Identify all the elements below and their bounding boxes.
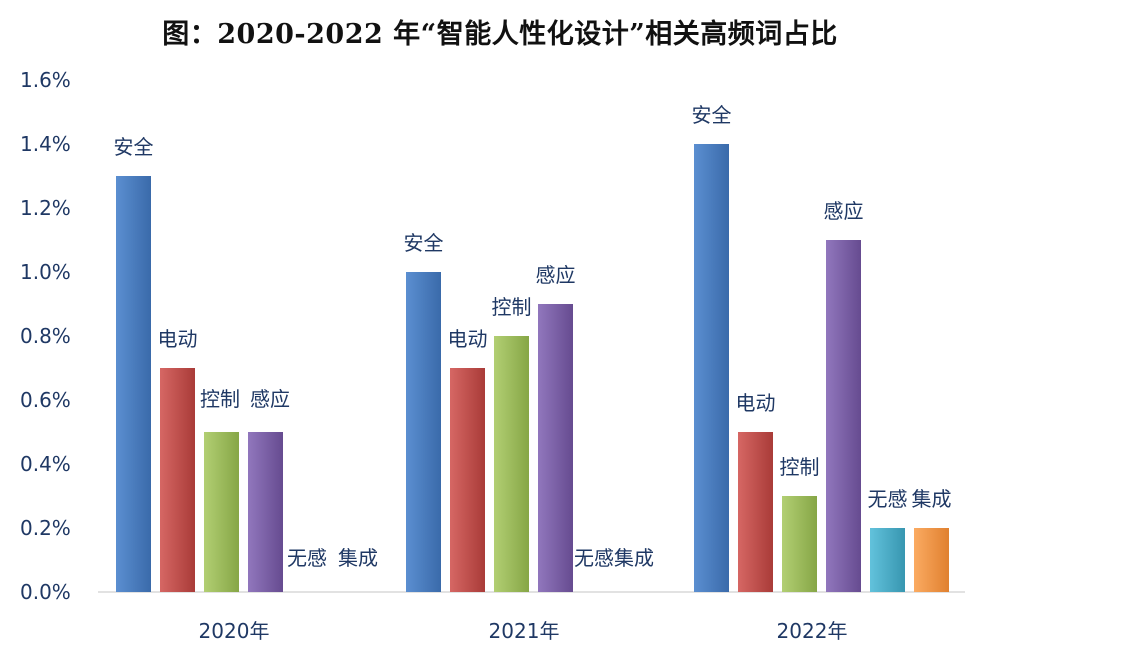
bar-安全 [694, 144, 729, 592]
bar-无感 [870, 528, 905, 592]
data-label: 电动 [736, 391, 776, 415]
y-tick-label: 0.8% [20, 324, 71, 348]
bar-电动 [738, 432, 773, 592]
bar-安全 [116, 176, 151, 592]
chart-title: 图：2020-2022 年“智能人性化设计”相关高频词占比 [162, 19, 838, 50]
y-tick-label: 1.4% [20, 132, 71, 156]
bar-控制 [782, 496, 817, 592]
data-label: 感应 [824, 199, 864, 223]
data-label: 感应 [536, 263, 576, 287]
y-tick-label: 0.0% [20, 580, 71, 604]
bar-集成 [914, 528, 949, 592]
bar-电动 [450, 368, 485, 592]
zero-value-label: 无感 [287, 546, 327, 570]
data-label: 安全 [404, 231, 444, 255]
bar-感应 [826, 240, 861, 592]
zero-value-label: 无感集成 [574, 546, 654, 570]
y-tick-label: 1.6% [20, 68, 71, 92]
y-tick-label: 1.0% [20, 260, 71, 284]
data-label: 安全 [692, 103, 732, 127]
data-label: 控制 [492, 295, 532, 319]
zero-value-label: 集成 [338, 546, 378, 570]
x-tick-label: 2021年 [489, 619, 560, 643]
bar-感应 [248, 432, 283, 592]
bar-电动 [160, 368, 195, 592]
bar-安全 [406, 272, 441, 592]
data-label: 集成 [912, 487, 952, 511]
data-label: 控制 [780, 455, 820, 479]
data-label: 感应 [250, 387, 290, 411]
y-tick-label: 1.2% [20, 196, 71, 220]
x-tick-label: 2022年 [777, 619, 848, 643]
data-label: 控制 [200, 387, 240, 411]
data-label: 电动 [158, 327, 198, 351]
data-label: 无感 [868, 487, 908, 511]
bar-控制 [204, 432, 239, 592]
data-label: 电动 [448, 327, 488, 351]
y-tick-label: 0.6% [20, 388, 71, 412]
y-tick-label: 0.4% [20, 452, 71, 476]
bar-控制 [494, 336, 529, 592]
y-tick-label: 0.2% [20, 516, 71, 540]
bar-感应 [538, 304, 573, 592]
x-tick-label: 2020年 [199, 619, 270, 643]
data-label: 安全 [114, 135, 154, 159]
